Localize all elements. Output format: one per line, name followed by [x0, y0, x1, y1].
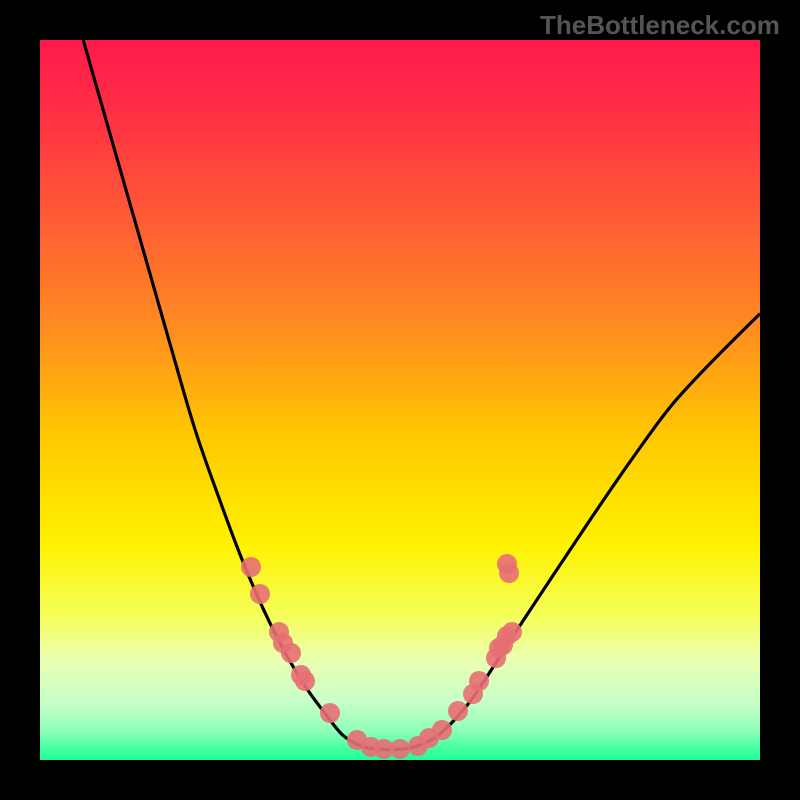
data-marker	[320, 703, 340, 723]
watermark-text: TheBottleneck.com	[540, 10, 780, 41]
data-marker	[241, 557, 261, 577]
data-marker	[295, 671, 315, 691]
data-marker	[432, 720, 452, 740]
plot-area	[40, 40, 760, 760]
data-marker	[499, 563, 519, 583]
markers-layer	[40, 40, 760, 760]
container: TheBottleneck.com	[0, 0, 800, 800]
data-marker	[281, 643, 301, 663]
data-marker	[250, 584, 270, 604]
data-marker	[502, 622, 522, 642]
data-marker	[469, 671, 489, 691]
data-marker	[390, 739, 410, 759]
data-marker	[448, 701, 468, 721]
